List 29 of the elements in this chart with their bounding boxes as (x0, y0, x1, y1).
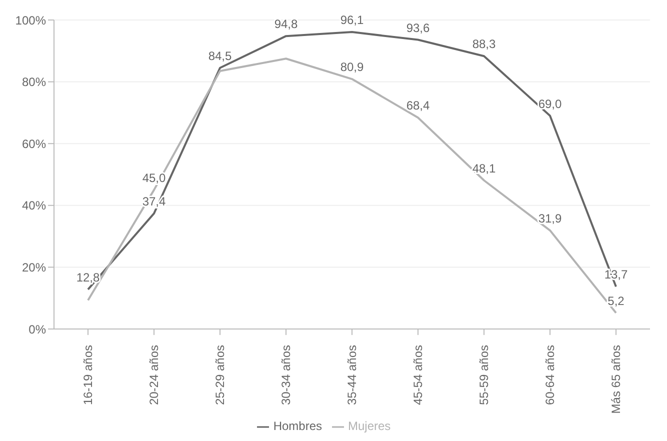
data-label: 93,6 (406, 20, 430, 35)
x-tick-label: 16-19 años (81, 345, 95, 406)
x-tick-label: Más 65 años (609, 345, 623, 414)
x-tick-label: 30-34 años (279, 345, 293, 406)
x-tick-label: 45-54 años (411, 345, 425, 406)
x-tick-label: 25-29 años (213, 345, 227, 406)
data-label: 96,1 (340, 13, 364, 28)
data-label: 31,9 (538, 211, 562, 226)
data-label: 48,1 (472, 161, 496, 176)
data-label: 94,8 (274, 17, 298, 32)
data-label: 5,2 (608, 294, 625, 308)
data-label: 88,3 (472, 37, 496, 52)
data-label: 68,4 (406, 98, 430, 113)
data-label: 80,9 (340, 60, 364, 74)
x-tick-label: 55-59 años (477, 345, 491, 406)
y-tick-label: 60% (22, 136, 46, 151)
legend-label: Hombres (273, 419, 322, 433)
y-tick-label: 80% (22, 75, 46, 90)
data-label: 69,0 (538, 96, 562, 111)
x-tick-label: 35-44 años (345, 345, 359, 406)
y-tick-label: 40% (22, 198, 46, 213)
data-label: 45,0 (142, 170, 166, 185)
x-tick-label: 20-24 años (147, 345, 161, 406)
y-tick-label: 0% (28, 322, 46, 336)
legend-label: Mujeres (348, 419, 391, 433)
y-tick-label: 20% (22, 260, 46, 274)
y-tick-label: 100% (15, 13, 46, 28)
x-tick-label: 60-64 años (543, 345, 557, 406)
data-label: 84,5 (208, 48, 232, 63)
